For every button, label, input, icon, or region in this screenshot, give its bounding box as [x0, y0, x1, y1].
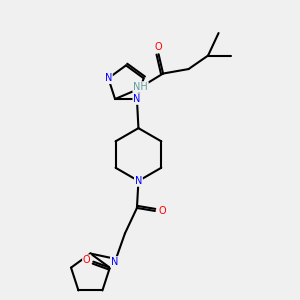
Text: N: N	[111, 257, 118, 267]
Text: O: O	[155, 42, 162, 52]
Text: N: N	[105, 73, 112, 83]
Text: O: O	[83, 255, 91, 265]
Text: N: N	[135, 176, 142, 186]
Text: N: N	[133, 94, 141, 104]
Text: O: O	[159, 206, 166, 216]
Text: NH: NH	[133, 82, 148, 92]
